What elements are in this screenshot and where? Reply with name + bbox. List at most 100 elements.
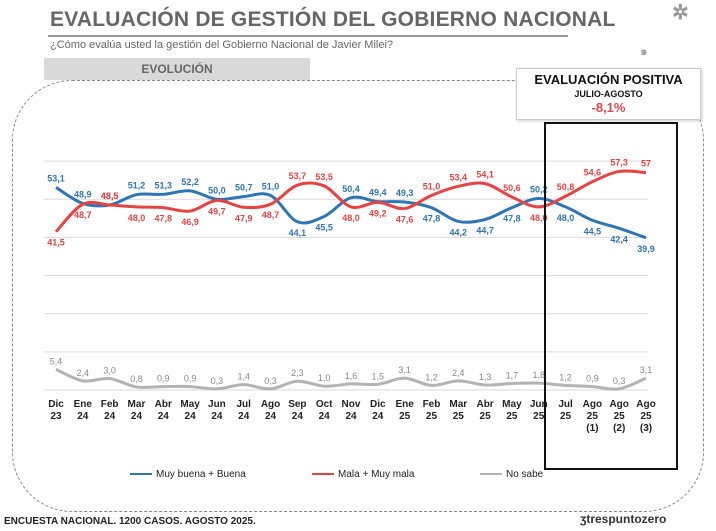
x-tick-label: Oct — [316, 399, 333, 410]
x-tick-label: (2) — [613, 423, 625, 434]
data-label-negative: 57,3 — [610, 157, 628, 167]
data-label-positive: 48,5 — [101, 191, 119, 201]
data-label-positive: 52,2 — [181, 177, 199, 187]
data-label-nosabe: 0,8 — [130, 374, 143, 384]
data-label-positive: 49,4 — [369, 188, 387, 198]
title-divider — [48, 35, 568, 37]
data-label-positive: 48,9 — [74, 189, 92, 199]
data-label-nosabe: 0,9 — [586, 374, 599, 384]
legend-item-negative: Mala + Muy mala — [312, 469, 414, 480]
data-label-negative: 46,9 — [181, 217, 199, 227]
data-label-positive: 51,0 — [262, 181, 280, 191]
x-tick-label: Nov — [342, 399, 361, 410]
data-label-positive: 51,3 — [155, 180, 173, 190]
data-label-negative: 53,5 — [315, 172, 333, 182]
x-tick-label: (1) — [586, 423, 598, 434]
x-tick-label: Abr — [476, 399, 493, 410]
legend-label-positive: Muy buena + Buena — [156, 469, 246, 480]
x-tick-label: 25 — [587, 411, 599, 422]
data-label-nosabe: 2,3 — [291, 368, 304, 378]
footer-note: ENCUESTA NACIONAL. 1200 CASOS. AGOSTO 20… — [4, 516, 256, 527]
data-label-negative: 51,0 — [423, 181, 441, 191]
x-tick-label: 25 — [480, 411, 492, 422]
legend-swatch-nosabe — [480, 473, 502, 476]
x-tick-label: Feb — [101, 399, 119, 410]
data-label-negative: 48,0 — [342, 213, 360, 223]
x-tick-label: May — [180, 399, 200, 410]
x-tick-label: May — [502, 399, 522, 410]
legend-item-nosabe: No sabe — [480, 469, 543, 480]
data-label-nosabe: 1,8 — [532, 370, 545, 380]
x-tick-label: Mar — [449, 399, 467, 410]
data-label-negative: 47,9 — [235, 213, 253, 223]
data-label-negative: 54,1 — [476, 170, 494, 180]
data-label-nosabe: 3,0 — [103, 366, 116, 376]
data-label-negative: 50,6 — [503, 183, 521, 193]
x-tick-label: Jun — [530, 399, 548, 410]
data-label-nosabe: 1,0 — [318, 373, 331, 383]
data-label-negative: 57 — [641, 159, 651, 169]
data-label-negative: 49,7 — [208, 206, 226, 216]
data-label-positive: 53,1 — [47, 173, 65, 183]
data-label-negative: 53,7 — [289, 171, 307, 181]
x-tick-label: 25 — [506, 411, 518, 422]
page-title: EVALUACIÓN DE GESTIÓN DEL GOBIERNO NACIO… — [50, 8, 616, 31]
x-tick-label: Jun — [208, 399, 226, 410]
data-label-negative: 48,7 — [74, 210, 92, 220]
legend-label-negative: Mala + Muy mala — [338, 469, 415, 480]
legend-item-positive: Muy buena + Buena — [130, 469, 246, 480]
data-label-positive: 51,2 — [128, 181, 146, 191]
data-label-nosabe: 2,4 — [77, 368, 90, 378]
series-line-nosabe — [55, 368, 647, 391]
logo-mark-icon: ʒ — [580, 512, 587, 526]
evaluation-value: -8,1% — [591, 100, 626, 115]
legend-swatch-negative — [312, 473, 334, 476]
tab-evolucion[interactable]: EVOLUCIÓN — [44, 58, 310, 80]
data-label-nosabe: 1,3 — [479, 372, 492, 382]
highlight-period-box — [544, 122, 678, 470]
data-label-nosabe: 0,9 — [157, 374, 170, 384]
data-label-negative: 48,5 — [101, 191, 119, 201]
x-tick-label: 24 — [319, 411, 331, 422]
x-tick-label: Ene — [395, 399, 414, 410]
x-tick-label: 24 — [372, 411, 384, 422]
data-label-negative: 54,6 — [584, 168, 602, 178]
x-tick-label: 25 — [453, 411, 465, 422]
brand-corner-icon: ✲ — [672, 2, 689, 24]
legend-swatch-positive — [130, 473, 152, 476]
data-label-nosabe: 3,1 — [640, 365, 653, 375]
data-label-negative: 47,8 — [155, 214, 173, 224]
x-tick-label: 24 — [77, 411, 89, 422]
data-label-nosabe: 2,4 — [452, 368, 465, 378]
series-line-negative — [54, 169, 647, 233]
x-tick-label: 24 — [345, 411, 357, 422]
data-label-nosabe: 0,3 — [211, 376, 224, 386]
x-tick-label: 25 — [560, 411, 572, 422]
x-tick-label: (3) — [640, 423, 652, 434]
page-subtitle: ¿Cómo evalúa usted la gestión del Gobier… — [50, 39, 394, 51]
data-label-negative: 47,6 — [396, 214, 414, 224]
data-label-nosabe: 1,2 — [425, 372, 438, 382]
x-tick-label: 25 — [640, 411, 652, 422]
x-tick-label: Ene — [74, 399, 93, 410]
x-tick-label: 25 — [399, 411, 411, 422]
x-tick-label: Jul — [558, 399, 573, 410]
x-tick-label: 25 — [426, 411, 438, 422]
x-tick-label: Mar — [128, 399, 146, 410]
x-tick-label: 24 — [292, 411, 304, 422]
evaluation-period: JULIO-AGOSTO — [574, 89, 643, 99]
x-tick-label: Ago — [609, 399, 628, 410]
x-tick-label: Ago — [636, 399, 655, 410]
data-label-nosabe: 1,5 — [372, 371, 385, 381]
data-label-positive: 44,1 — [289, 228, 307, 238]
data-label-nosabe: 1,6 — [345, 371, 358, 381]
data-label-positive: 50,0 — [208, 185, 226, 195]
x-tick-label: 24 — [104, 411, 116, 422]
x-tick-label: 24 — [185, 411, 197, 422]
data-label-positive: 48,0 — [557, 213, 575, 223]
x-tick-label: 25 — [614, 411, 626, 422]
data-label-negative: 48,7 — [262, 210, 280, 220]
data-label-positive: 50,4 — [342, 184, 360, 194]
data-label-negative: 48,0 — [530, 213, 548, 223]
